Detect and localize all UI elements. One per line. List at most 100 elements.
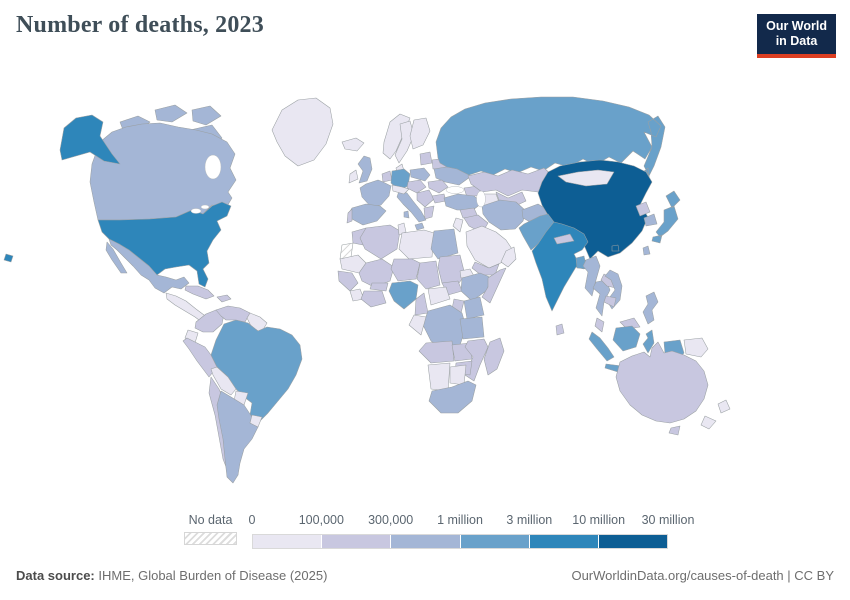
legend-tick-6: 30 million [641,513,695,527]
country-cambodia[interactable] [603,295,617,308]
country-myanmar[interactable] [582,255,601,297]
country-central-african-republic[interactable] [427,286,451,306]
country-australia[interactable] [615,341,709,436]
country-north-korea[interactable] [635,201,651,217]
data-source-value: IHME, Global Burden of Disease (2025) [94,568,328,583]
owid-logo[interactable]: Our World in Data [757,14,836,58]
country-ivory-coast-ghana[interactable] [360,290,387,308]
legend-tick-1: 100,000 [298,513,344,527]
country-israel-jordan[interactable] [452,217,464,233]
country-south-korea[interactable] [643,213,658,227]
caspian-sea [476,190,486,208]
country-netherlands-belgium[interactable] [381,170,393,183]
country-cuba[interactable] [184,285,215,300]
citation-link[interactable]: OurWorldinData.org/causes-of-death | CC … [571,568,834,583]
country-hispaniola[interactable] [216,294,232,303]
country-oman[interactable] [500,246,517,268]
country-united-states-hawaii[interactable] [3,253,14,263]
country-romania[interactable] [427,179,449,194]
great-lakes [190,208,202,214]
data-source-text: Data source: IHME, Global Burden of Dise… [16,568,327,583]
country-philippines[interactable] [642,291,659,325]
owid-logo-line1: Our World [766,19,827,33]
country-italy[interactable] [396,190,427,231]
country-nepal[interactable] [553,233,575,245]
country-colombia[interactable] [194,309,225,333]
country-libya[interactable] [398,229,435,260]
country-greenland[interactable] [271,97,334,167]
country-united-kingdom[interactable] [357,155,373,184]
country-papua-new-guinea[interactable] [683,337,709,358]
country-czechia-hungary[interactable] [406,179,427,194]
country-united-states-alaska[interactable] [59,114,121,165]
country-cameroon[interactable] [414,292,429,316]
legend-tick-5: 10 million [572,513,626,527]
country-spain[interactable] [348,203,387,226]
country-sri-lanka[interactable] [555,323,565,336]
country-congo-gabon[interactable] [408,314,427,336]
country-new-zealand[interactable] [700,399,731,430]
owid-logo-line2: in Data [775,34,818,49]
country-argentina[interactable] [216,390,259,484]
legend-color-scale: 0 100,000 300,000 1 million 3 million 10… [248,513,695,549]
legend-tick-3: 1 million [437,513,483,527]
legend-bin-6[interactable] [598,535,668,548]
legend-tick-4: 3 million [506,513,553,527]
country-finland[interactable] [409,117,431,150]
legend-bin-2[interactable] [322,535,392,548]
country-south-africa[interactable] [428,380,477,414]
legend-color-bar [252,534,668,549]
country-portugal[interactable] [346,208,353,224]
chart-title: Number of deaths, 2023 [16,12,264,38]
legend-tick-labels: 0 100,000 300,000 1 million 3 million 10… [248,513,695,530]
country-uruguay[interactable] [249,414,263,428]
country-nigeria[interactable] [388,280,419,310]
legend-no-data-label: No data [188,513,233,527]
country-botswana[interactable] [449,364,467,386]
country-madagascar[interactable] [483,337,505,376]
legend-bin-4[interactable] [460,535,530,548]
country-greece[interactable] [423,205,435,220]
legend-bin-1[interactable] [253,535,323,548]
legend-no-data-swatch[interactable] [184,532,237,545]
country-mexico[interactable] [105,238,190,294]
legend-no-data: No data [184,513,237,545]
country-algeria[interactable] [359,224,401,260]
country-egypt[interactable] [430,228,459,260]
legend-tick-0: 0 [248,513,256,527]
legend-bin-3[interactable] [391,535,461,548]
country-baltics[interactable] [419,151,433,166]
country-ireland[interactable] [348,169,359,184]
world-map [3,96,731,484]
great-lakes-2 [200,204,210,210]
legend-bin-5[interactable] [529,535,599,548]
country-niger[interactable] [390,258,421,282]
country-namibia[interactable] [427,362,451,392]
hudson-bay [204,154,222,180]
country-bolivia[interactable] [210,366,237,396]
country-angola[interactable] [418,340,455,364]
country-switzerland-austria[interactable] [391,184,410,195]
country-balkans[interactable] [416,189,435,208]
legend-tick-2: 300,000 [368,513,414,527]
country-uzbekistan[interactable] [495,191,527,208]
country-poland[interactable] [409,167,431,182]
country-somalia[interactable] [481,267,507,304]
country-taiwan[interactable] [642,245,651,256]
black-sea [445,186,465,194]
country-kenya[interactable] [463,296,485,320]
country-mali[interactable] [358,258,395,288]
country-tunisia[interactable] [397,222,407,236]
country-senegal-guinea[interactable] [337,270,359,292]
country-japan[interactable] [651,190,681,244]
country-iran[interactable] [481,199,527,231]
country-france[interactable] [359,179,392,208]
country-tanzania[interactable] [459,316,485,340]
country-turkey[interactable] [443,193,483,211]
chart-footer: Data source: IHME, Global Burden of Dise… [16,568,834,583]
country-burkina-faso[interactable] [369,282,389,292]
country-sweden[interactable] [394,120,415,164]
country-iceland[interactable] [341,137,365,152]
country-mongolia[interactable] [557,169,615,187]
country-chad[interactable] [416,260,441,290]
